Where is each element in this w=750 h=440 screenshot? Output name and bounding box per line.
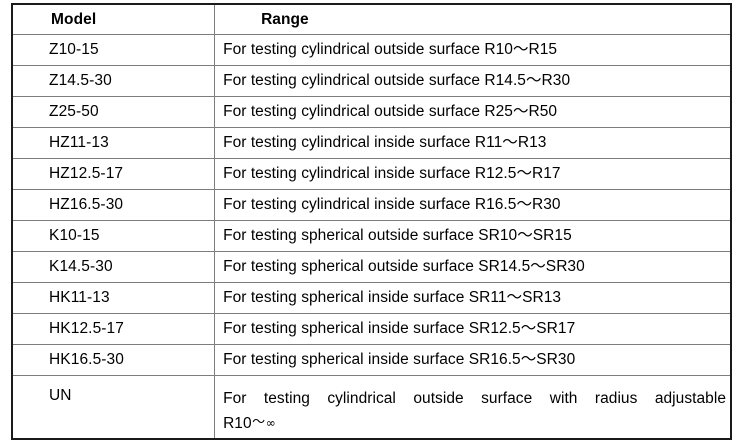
model-value: HK12.5-17 bbox=[49, 320, 125, 337]
cell-range: For testing spherical inside surface SR1… bbox=[214, 344, 731, 376]
table-row: HK12.5-17 For testing spherical inside s… bbox=[12, 313, 731, 345]
range-value: For testing spherical outside surface SR… bbox=[223, 227, 572, 244]
model-value: UN bbox=[49, 387, 72, 404]
cell-model: HK16.5-30 bbox=[12, 344, 216, 376]
range-value: For testing spherical outside surface SR… bbox=[223, 258, 585, 275]
cell-range: For testing cylindrical outside surface … bbox=[214, 375, 731, 439]
table-row: K10-15 For testing spherical outside sur… bbox=[12, 220, 731, 252]
table-body: Model Range Z10-15 For testing cylindric… bbox=[12, 4, 731, 439]
range-value: For testing cylindrical inside surface R… bbox=[223, 134, 547, 151]
cell-range: For testing spherical inside surface SR1… bbox=[214, 282, 731, 314]
cell-model: Z14.5-30 bbox=[12, 65, 216, 97]
cell-range: For testing spherical outside surface SR… bbox=[214, 251, 731, 283]
cell-model: HZ16.5-30 bbox=[12, 189, 216, 221]
model-value: HZ16.5-30 bbox=[49, 196, 124, 213]
range-value: For testing cylindrical outside surface … bbox=[223, 41, 558, 58]
model-value: K14.5-30 bbox=[49, 258, 113, 275]
range-value: For testing spherical inside surface SR1… bbox=[223, 351, 576, 368]
table-row: HK16.5-30 For testing spherical inside s… bbox=[12, 344, 731, 376]
table-row: Z25-50 For testing cylindrical outside s… bbox=[12, 96, 731, 128]
model-value: Z25-50 bbox=[49, 103, 99, 120]
table-row: HK11-13 For testing spherical inside sur… bbox=[12, 282, 731, 314]
cell-range: For testing cylindrical outside surface … bbox=[214, 96, 731, 128]
cell-model: HK11-13 bbox=[12, 282, 216, 314]
table-row: HZ12.5-17 For testing cylindrical inside… bbox=[12, 158, 731, 190]
model-value: HK16.5-30 bbox=[49, 351, 125, 368]
model-value: Z14.5-30 bbox=[49, 72, 112, 89]
table-row: HZ16.5-30 For testing cylindrical inside… bbox=[12, 189, 731, 221]
range-value: For testing spherical inside surface SR1… bbox=[223, 320, 576, 337]
range-value-line-2: R10～∞ bbox=[223, 411, 726, 437]
table-row: Z10-15 For testing cylindrical outside s… bbox=[12, 34, 731, 66]
model-value: HK11-13 bbox=[49, 289, 110, 306]
cell-model: Z25-50 bbox=[12, 96, 216, 128]
table-row: UN For testing cylindrical outside surfa… bbox=[12, 375, 731, 439]
cell-model: HK12.5-17 bbox=[12, 313, 216, 345]
model-value: K10-15 bbox=[49, 227, 100, 244]
range-value-line-1: For testing cylindrical outside surface … bbox=[223, 390, 726, 407]
table-row: Z14.5-30 For testing cylindrical outside… bbox=[12, 65, 731, 97]
cell-model: K10-15 bbox=[12, 220, 216, 252]
model-value: HZ11-13 bbox=[49, 134, 109, 151]
cell-range: For testing cylindrical inside surface R… bbox=[214, 127, 731, 159]
range-value-multiline: For testing cylindrical outside surface … bbox=[215, 376, 730, 437]
cell-model: HZ11-13 bbox=[12, 127, 216, 159]
wave-dash-icon: ～ bbox=[252, 415, 266, 430]
infinity-icon: ∞ bbox=[265, 416, 276, 430]
column-header-range: Range bbox=[214, 4, 731, 35]
cell-range: For testing spherical inside surface SR1… bbox=[214, 313, 731, 345]
range-value: For testing cylindrical outside surface … bbox=[223, 103, 558, 120]
range-radius-min: R10 bbox=[223, 415, 252, 432]
cell-range: For testing cylindrical inside surface R… bbox=[214, 158, 731, 190]
cell-range: For testing cylindrical outside surface … bbox=[214, 65, 731, 97]
specification-table: Model Range Z10-15 For testing cylindric… bbox=[11, 3, 732, 440]
table-row: HZ11-13 For testing cylindrical inside s… bbox=[12, 127, 731, 159]
column-header-model-label: Model bbox=[51, 10, 97, 28]
range-value: For testing cylindrical inside surface R… bbox=[223, 196, 561, 213]
table-row: K14.5-30 For testing spherical outside s… bbox=[12, 251, 731, 283]
cell-model: K14.5-30 bbox=[12, 251, 216, 283]
cell-model: UN bbox=[12, 375, 216, 439]
cell-model: Z10-15 bbox=[12, 34, 216, 66]
cell-range: For testing spherical outside surface SR… bbox=[214, 220, 731, 252]
cell-range: For testing cylindrical outside surface … bbox=[214, 34, 731, 66]
range-value: For testing cylindrical inside surface R… bbox=[223, 165, 561, 182]
cell-range: For testing cylindrical inside surface R… bbox=[214, 189, 731, 221]
model-value: Z10-15 bbox=[49, 41, 99, 58]
table-header-row: Model Range bbox=[12, 4, 731, 35]
range-value: For testing cylindrical outside surface … bbox=[223, 72, 571, 89]
model-value: HZ12.5-17 bbox=[49, 165, 124, 182]
column-header-range-label: Range bbox=[261, 10, 309, 28]
range-value: For testing spherical inside surface SR1… bbox=[223, 289, 562, 306]
cell-model: HZ12.5-17 bbox=[12, 158, 216, 190]
column-header-model: Model bbox=[12, 4, 216, 35]
